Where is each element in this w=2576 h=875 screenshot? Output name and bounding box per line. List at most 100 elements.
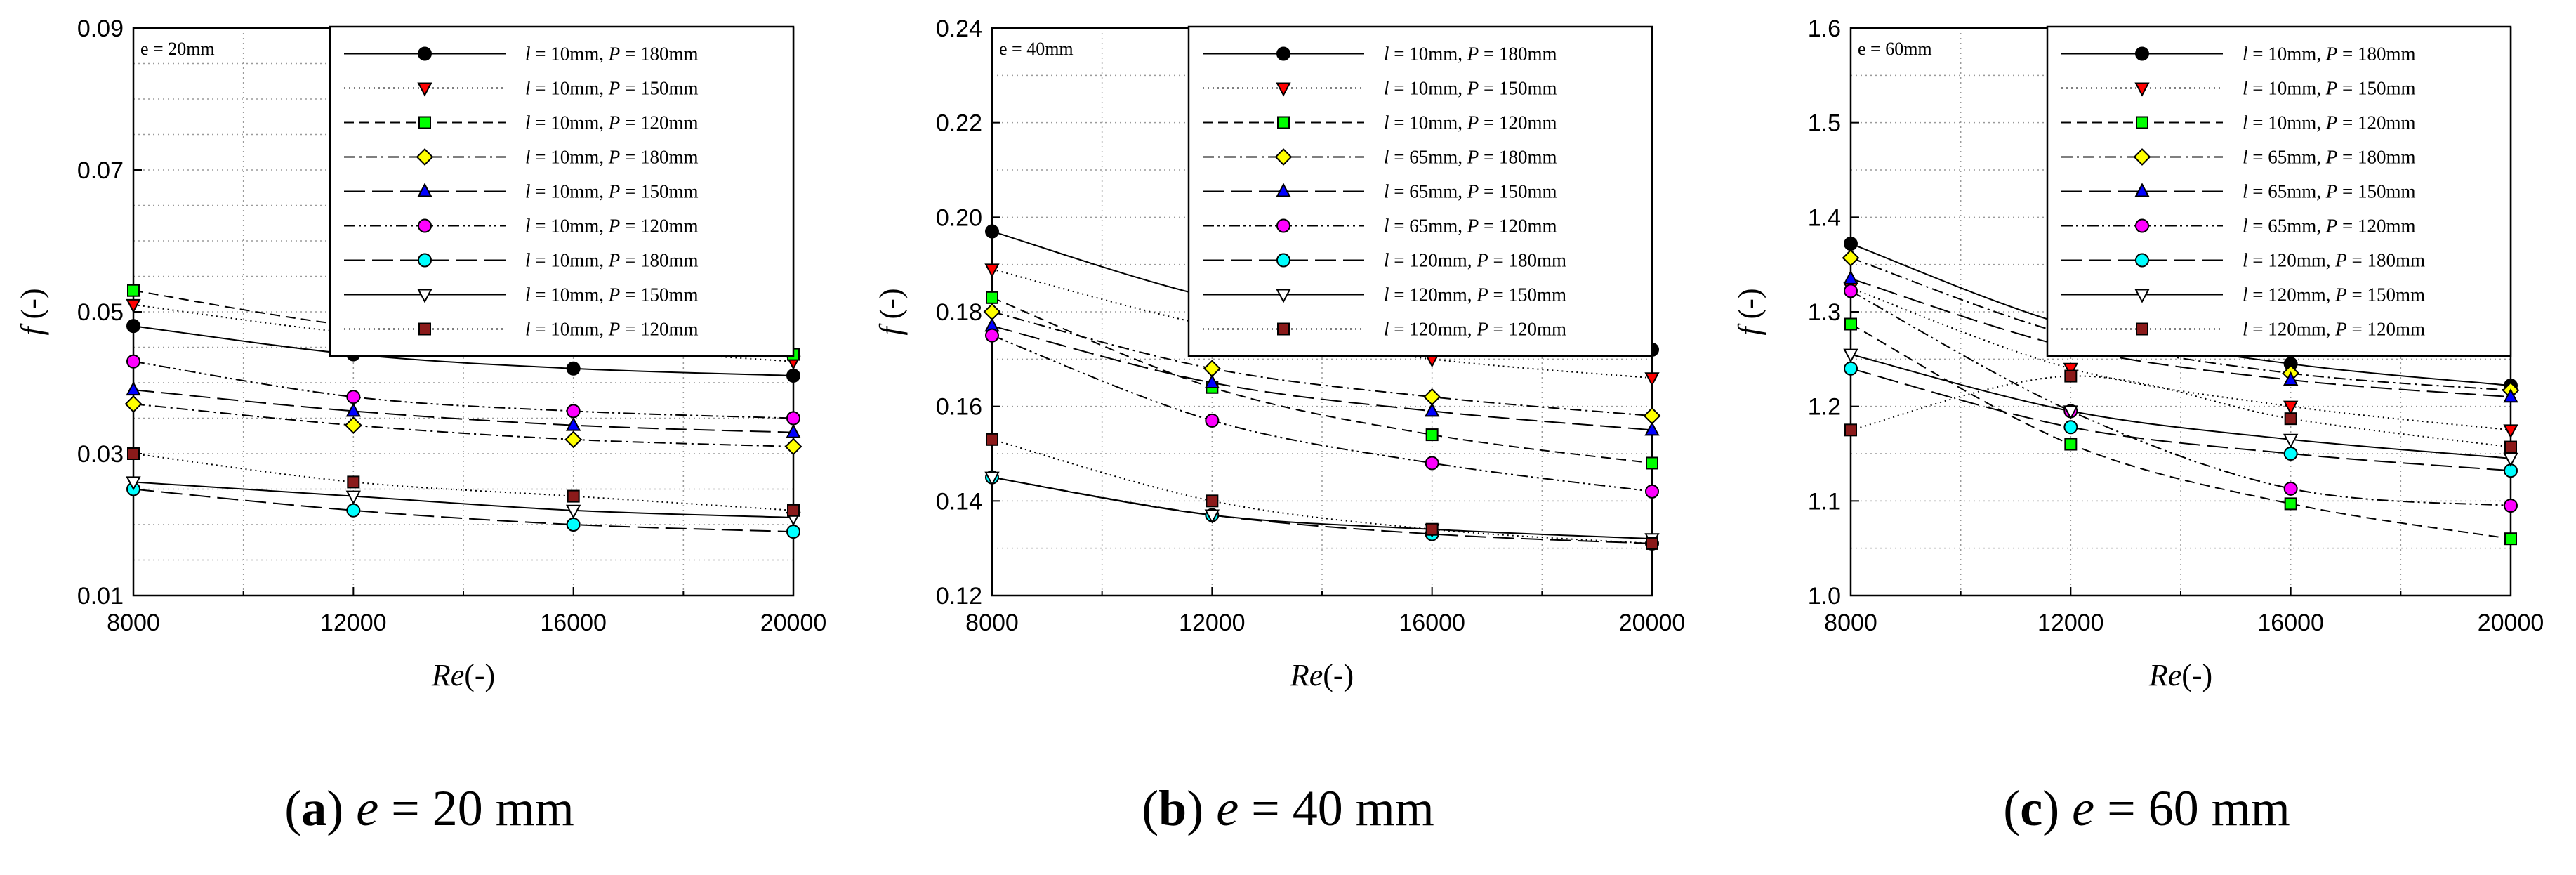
data-point	[2064, 369, 2078, 383]
data-point	[566, 416, 581, 431]
legend-item: l = 120mm, P = 150mm	[2061, 284, 2425, 305]
data-point	[126, 298, 141, 314]
caption-c: (c) e = 60 mm	[2003, 780, 2290, 836]
x-tick-label: 8000	[965, 610, 1019, 636]
data-point	[564, 430, 583, 449]
data-point	[2503, 452, 2518, 467]
y-tick-label: 0.24	[936, 15, 982, 42]
legend-item: l = 10mm, P = 120mm	[1203, 112, 1557, 133]
y-tick-label: 1.3	[1808, 299, 1841, 326]
series-line-8	[991, 476, 1653, 540]
data-point	[786, 525, 800, 539]
data-point	[345, 490, 361, 505]
legend-item: l = 10mm, P = 180mm	[344, 147, 698, 168]
y-tick-label: 0.22	[936, 110, 982, 137]
data-point	[1844, 284, 1858, 298]
data-point	[2504, 440, 2517, 454]
series-line-5	[1850, 277, 2511, 398]
legend-label: l = 120mm, P = 120mm	[2243, 319, 2425, 340]
legend-label: l = 10mm, P = 120mm	[1384, 112, 1557, 133]
series-markers-4	[124, 395, 802, 456]
legend-marker	[2134, 82, 2150, 97]
legend-label: l = 120mm, P = 180mm	[2243, 250, 2425, 271]
data-point	[1842, 249, 1860, 267]
data-point	[784, 438, 802, 456]
x-tick-label: 16000	[2257, 610, 2324, 636]
y-tick-label: 0.01	[77, 583, 124, 610]
legend-marker	[2134, 289, 2150, 303]
legend-item: l = 10mm, P = 150mm	[344, 78, 698, 99]
series-markers-4	[983, 303, 1661, 425]
legend-label: l = 10mm, P = 120mm	[525, 319, 698, 340]
legend-item: l = 120mm, P = 120mm	[1203, 319, 1566, 340]
data-point	[2063, 362, 2078, 377]
legend-marker	[418, 46, 432, 61]
series-line-9	[1850, 375, 2511, 448]
data-point	[986, 433, 998, 446]
y-tick-label: 0.09	[77, 15, 124, 42]
data-point	[1844, 237, 1858, 251]
data-point	[127, 447, 140, 460]
legend-marker	[416, 148, 434, 166]
series-line-6	[991, 334, 1653, 492]
data-point	[1844, 317, 1857, 331]
x-axis-label: Re(-)	[1290, 658, 1354, 692]
legend-marker	[1276, 218, 1290, 233]
legend-marker	[1276, 82, 1291, 97]
legend: l = 10mm, P = 180mm l = 10mm, P = 150mm l …	[2046, 25, 2512, 357]
legend-item: l = 10mm, P = 120mm	[344, 216, 698, 237]
x-tick-label: 12000	[1179, 610, 1246, 636]
data-point	[986, 291, 998, 304]
data-point	[1844, 423, 1857, 437]
series-markers-8	[1843, 348, 2518, 467]
y-tick-label: 1.2	[1808, 394, 1841, 421]
legend-item: l = 65mm, P = 180mm	[2061, 147, 2415, 168]
data-point	[787, 504, 800, 517]
axes: 8000 12000 16000 20000 1.0 1.1 1.2 1.3 1.4 1.5 1.6	[1808, 15, 2544, 636]
data-point	[2283, 447, 2298, 461]
y-tick-label: 0.20	[936, 204, 982, 231]
legend-label: l = 120mm, P = 120mm	[1384, 319, 1566, 340]
legend-marker	[418, 218, 432, 233]
data-point	[786, 423, 801, 438]
legend-item: l = 10mm, P = 120mm	[2061, 112, 2415, 133]
legend-item: l = 10mm, P = 180mm	[1203, 44, 1557, 65]
data-point	[1643, 407, 1661, 425]
chart-svg-b: 8000 12000 16000 20000 0.12 0.14 0.16 0.18 0.20 0…	[873, 15, 1686, 692]
data-point	[2504, 532, 2517, 546]
data-point	[2283, 481, 2298, 496]
series-markers-7	[126, 482, 800, 539]
legend-label: l = 65mm, P = 150mm	[1384, 181, 1557, 202]
data-point	[2284, 412, 2297, 426]
legend-item: l = 10mm, P = 180mm	[2061, 44, 2415, 65]
x-tick-label: 20000	[2478, 610, 2544, 636]
y-axis-label: f (-)	[873, 288, 908, 335]
panel-annotation: e = 60mm	[1858, 39, 1932, 59]
legend-marker	[1276, 289, 1291, 303]
legend-item: l = 10mm, P = 180mm	[344, 250, 698, 271]
legend-marker	[1274, 148, 1293, 166]
chart-svg-a: 8000 12000 16000 20000 0.01 0.03 0.05 0.07 0.09 R…	[15, 15, 826, 692]
series-line-3	[1850, 323, 2511, 540]
data-point	[126, 476, 141, 491]
legend-marker	[2135, 253, 2149, 268]
series-line-4	[991, 311, 1653, 417]
series-line-4	[133, 403, 794, 447]
data-point	[984, 263, 1000, 278]
series-markers-6	[1844, 284, 2518, 513]
x-tick-label: 20000	[1619, 610, 1686, 636]
chart-panel-a: 8000 12000 16000 20000 0.01 0.03 0.05 0.07 0.09 R…	[0, 0, 859, 875]
series-markers-9	[127, 447, 800, 517]
data-point	[2503, 424, 2518, 439]
legend-label: l = 10mm, P = 180mm	[1384, 44, 1557, 65]
legend-marker	[1277, 322, 1290, 336]
legend-item: l = 10mm, P = 120mm	[344, 319, 698, 340]
legend-label: l = 10mm, P = 120mm	[525, 216, 698, 237]
legend-label: l = 10mm, P = 120mm	[525, 112, 698, 133]
data-point	[126, 381, 141, 396]
legend-marker	[418, 322, 431, 336]
series-line-9	[133, 453, 794, 511]
data-point	[346, 390, 361, 404]
series-line-5	[991, 325, 1653, 431]
data-point	[1645, 484, 1659, 499]
